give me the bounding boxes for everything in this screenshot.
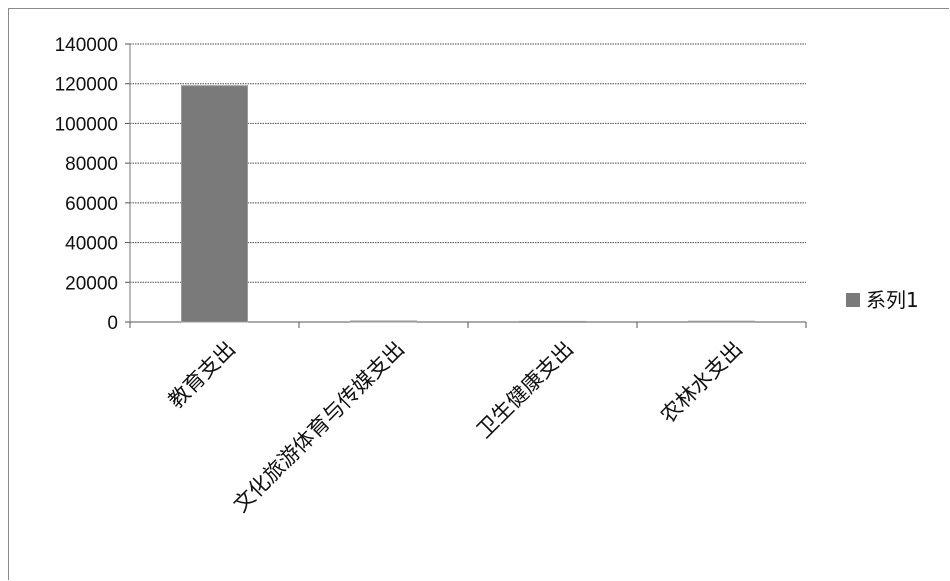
y-tick-label: 140000 (55, 35, 118, 56)
bar (519, 320, 586, 323)
x-tick-label: 文化旅游体育与传媒支出 (229, 337, 409, 517)
y-tick-label: 20000 (65, 273, 118, 294)
x-tick-label: 农林水支出 (656, 337, 747, 428)
bars (181, 85, 755, 323)
legend-label: 系列1 (866, 288, 919, 312)
y-tick-label: 100000 (55, 114, 118, 135)
x-tick-label: 卫生健康支出 (472, 337, 578, 443)
bar (350, 320, 417, 323)
chart-frame (8, 8, 949, 580)
y-axis-ticks: 0 20000 40000 60000 80000 100000 120000 140000 (55, 35, 130, 334)
gridlines (130, 43, 806, 283)
bar (181, 85, 248, 323)
legend-swatch (846, 293, 860, 307)
x-tick-label: 教育支出 (164, 337, 240, 413)
y-tick-label: 80000 (65, 154, 118, 175)
bar (688, 320, 755, 323)
y-tick-label: 120000 (55, 75, 118, 96)
legend: 系列1 (846, 288, 919, 312)
y-tick-label: 0 (107, 313, 118, 334)
y-tick-label: 40000 (65, 234, 118, 255)
y-tick-label: 60000 (65, 194, 118, 215)
